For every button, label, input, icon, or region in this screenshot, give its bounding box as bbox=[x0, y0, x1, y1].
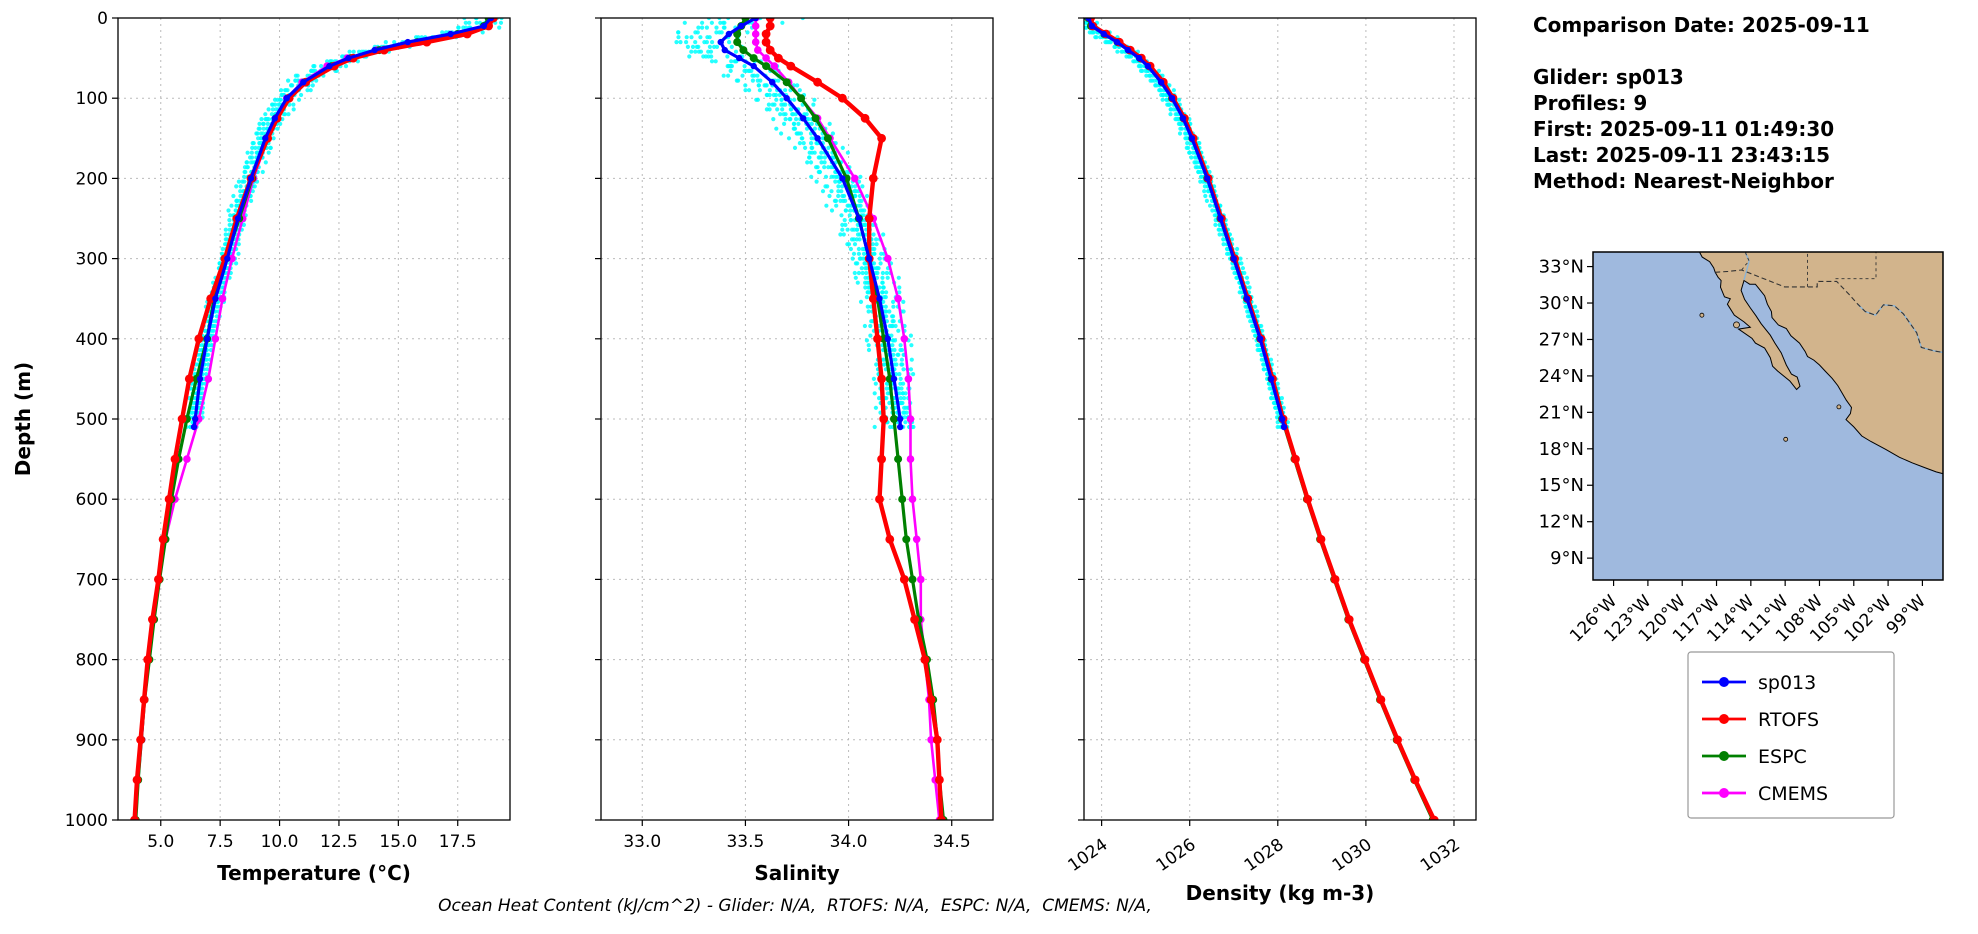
comparison-date: Comparison Date: 2025-09-11 bbox=[1533, 13, 1870, 37]
map-lat-label: 18°N bbox=[1539, 439, 1584, 460]
map-lat-label: 21°N bbox=[1539, 402, 1584, 423]
location-map: 33°N30°N27°N24°N21°N18°N15°N12°N9°N126°W… bbox=[1539, 251, 1944, 646]
x-tick-label: 1032 bbox=[1417, 835, 1464, 876]
map-country-border bbox=[1715, 269, 1943, 353]
series-sp013 bbox=[717, 18, 904, 431]
x-tick-label: 10.0 bbox=[261, 832, 299, 852]
map-lat-label: 30°N bbox=[1539, 293, 1584, 314]
x-tick-label: 1030 bbox=[1329, 835, 1376, 876]
x-tick-label: 1024 bbox=[1065, 835, 1112, 876]
depth-tick-label: 400 bbox=[76, 330, 108, 350]
x-tick-label: 17.5 bbox=[439, 832, 477, 852]
map-lat-label: 9°N bbox=[1550, 548, 1584, 569]
map-river bbox=[1743, 252, 1750, 281]
depth-tick-label: 800 bbox=[76, 651, 108, 671]
temperature-profile-chart: 5.0 7.5 10.0 12.5 15.0 17.5 0 100 200 300 400 500 60… bbox=[65, 9, 511, 885]
info-panel: Comparison Date: 2025-09-11 Glider: sp01… bbox=[1533, 12, 1870, 194]
info-line-2: First: 2025-09-11 01:49:30 bbox=[1533, 117, 1835, 141]
axes-frame bbox=[117, 17, 511, 821]
x-tick-label: 1028 bbox=[1241, 835, 1288, 876]
x-axis-label: Density (kg m-3) bbox=[1186, 881, 1375, 905]
plot-area bbox=[130, 18, 504, 820]
map-state-border bbox=[1835, 252, 1877, 280]
map-island bbox=[1733, 321, 1740, 329]
legend-item-CMEMS: CMEMS bbox=[1702, 783, 1828, 805]
x-tick-label: 34.0 bbox=[830, 832, 868, 852]
map-frame bbox=[1592, 251, 1944, 581]
legend-item-RTOFS: RTOFS bbox=[1702, 709, 1819, 731]
x-tick-label: 33.0 bbox=[623, 832, 661, 852]
plot-area bbox=[1084, 18, 1439, 820]
legend-label: ESPC bbox=[1758, 746, 1807, 768]
depth-tick-label: 200 bbox=[76, 169, 108, 189]
depth-tick-label: 300 bbox=[76, 250, 108, 270]
gridlines bbox=[118, 17, 510, 821]
map-island bbox=[1783, 436, 1789, 442]
x-tick-label: 7.5 bbox=[207, 832, 234, 852]
map-lat-label: 27°N bbox=[1539, 329, 1584, 350]
legend-label: RTOFS bbox=[1758, 709, 1819, 731]
series-sp013 bbox=[190, 18, 495, 431]
x-axis-label: Temperature (°C) bbox=[217, 861, 411, 885]
map-lat-label: 24°N bbox=[1539, 366, 1584, 387]
x-axis-label: Salinity bbox=[754, 861, 839, 885]
map-lat-label: 33°N bbox=[1539, 257, 1584, 278]
map-lat-label: 15°N bbox=[1539, 475, 1584, 496]
x-tick-label: 1026 bbox=[1153, 835, 1200, 876]
map-island bbox=[1699, 312, 1705, 318]
info-lines: Glider: sp013 Profiles: 9 First: 2025-09-1… bbox=[1533, 64, 1870, 194]
salinity-profile-chart: 33.0 33.5 34.0 34.5 Salinity bbox=[595, 17, 994, 885]
info-line-4: Method: Nearest-Neighbor bbox=[1533, 169, 1834, 193]
legend-item-sp013: sp013 bbox=[1702, 672, 1816, 694]
info-line-0: Glider: sp013 bbox=[1533, 65, 1684, 89]
map-lon-label: 99°W bbox=[1883, 591, 1930, 638]
x-tick-label: 34.5 bbox=[933, 832, 971, 852]
x-tick-label: 33.5 bbox=[726, 832, 764, 852]
x-tick-label: 15.0 bbox=[379, 832, 417, 852]
legend: sp013 RTOFS ESPC CMEMS bbox=[1687, 651, 1895, 819]
x-tick-label: 12.5 bbox=[320, 832, 358, 852]
y-axis-label: Depth (m) bbox=[11, 362, 35, 476]
legend-label: CMEMS bbox=[1758, 783, 1828, 805]
depth-tick-label: 0 bbox=[97, 9, 108, 29]
series-RTOFS bbox=[761, 18, 946, 820]
ocean-heat-content-note: Ocean Heat Content (kJ/cm^2) - Glider: N… bbox=[438, 896, 1152, 916]
series-ESPC bbox=[733, 18, 948, 820]
info-gap bbox=[1533, 38, 1870, 64]
map-lat-label: 12°N bbox=[1539, 512, 1584, 533]
map-island bbox=[1836, 404, 1842, 410]
depth-tick-label: 500 bbox=[76, 410, 108, 430]
glider-raw-scatter bbox=[1084, 18, 1290, 430]
plot-area bbox=[674, 18, 948, 820]
info-line-1: Profiles: 9 bbox=[1533, 91, 1648, 115]
depth-tick-label: 600 bbox=[76, 490, 108, 510]
depth-tick-label: 700 bbox=[76, 570, 108, 590]
legend-item-ESPC: ESPC bbox=[1702, 746, 1807, 768]
x-tick-label: 5.0 bbox=[147, 832, 174, 852]
depth-tick-label: 1000 bbox=[65, 811, 108, 831]
glider-raw-scatter bbox=[183, 18, 504, 430]
series-sp013 bbox=[1085, 18, 1288, 431]
depth-tick-label: 100 bbox=[76, 89, 108, 109]
depth-tick-label: 900 bbox=[76, 731, 108, 751]
legend-label: sp013 bbox=[1758, 672, 1816, 694]
info-line-3: Last: 2025-09-11 23:43:15 bbox=[1533, 143, 1831, 167]
legend-box bbox=[1687, 651, 1895, 819]
density-profile-chart: 1024 1026 1028 1030 1032 Density (kg m-3) bbox=[1065, 17, 1477, 905]
